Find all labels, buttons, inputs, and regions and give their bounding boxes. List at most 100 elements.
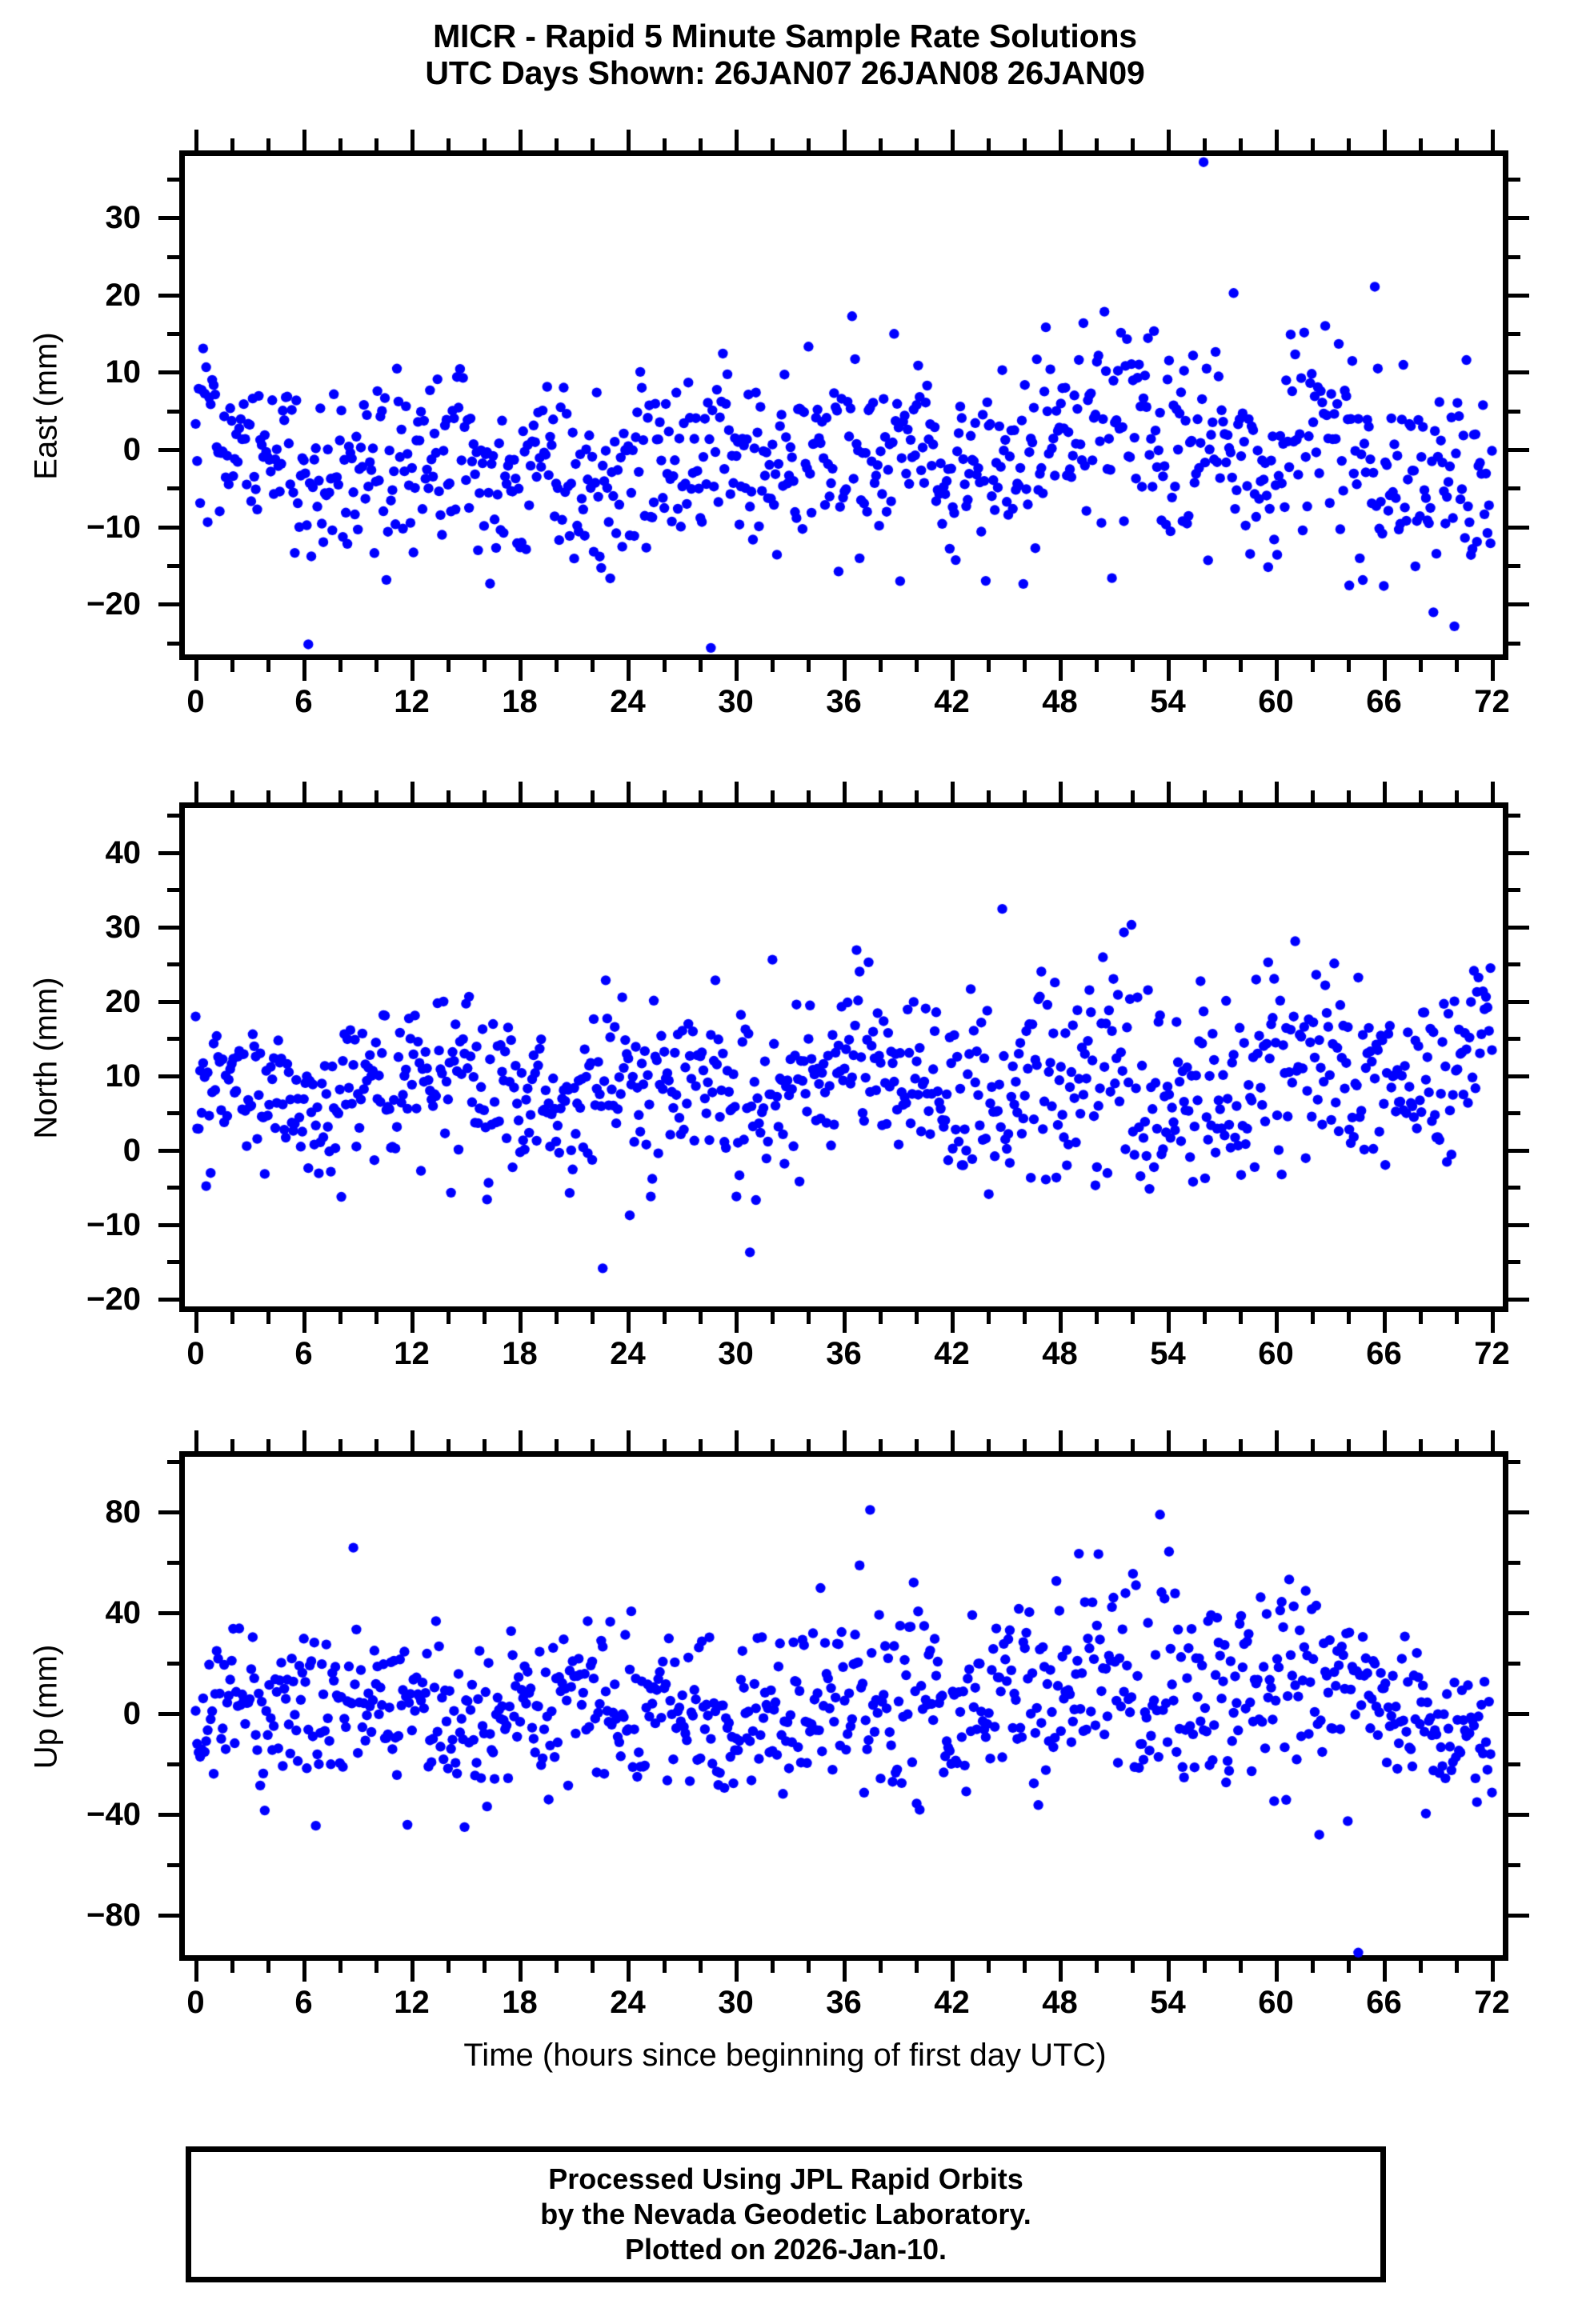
y-tick-left-north-0 — [158, 1148, 179, 1153]
x-tick-top-52 — [1130, 138, 1135, 150]
x-tick-top-22 — [590, 1439, 595, 1451]
x-tick-label-north-48: 48 — [1042, 1336, 1078, 1371]
x-tick-top-4 — [266, 1439, 270, 1451]
x-tick-bottom-46 — [1022, 1961, 1027, 1973]
y-tick-right-north-40 — [1508, 850, 1529, 855]
x-tick-top-32 — [770, 1439, 775, 1451]
x-tick-top-68 — [1418, 790, 1423, 802]
x-tick-bottom-68 — [1418, 1312, 1423, 1324]
x-tick-top-68 — [1418, 138, 1423, 150]
x-tick-top-14 — [446, 138, 451, 150]
x-tick-label-up-66: 66 — [1366, 1985, 1402, 2020]
x-tick-label-north-0: 0 — [186, 1336, 205, 1371]
y-tick-right-north--10 — [1508, 1222, 1529, 1227]
x-tick-label-north-60: 60 — [1258, 1336, 1294, 1371]
y-tick-right-north--5 — [1508, 1186, 1520, 1190]
x-tick-bottom-54 — [1166, 660, 1171, 681]
x-tick-bottom-42 — [950, 1312, 955, 1333]
x-tick-bottom-12 — [410, 660, 415, 681]
x-tick-top-66 — [1382, 782, 1387, 802]
x-tick-label-up-0: 0 — [186, 1985, 205, 2020]
x-tick-label-north-24: 24 — [610, 1336, 646, 1371]
x-tick-bottom-58 — [1238, 1961, 1243, 1973]
x-tick-top-0 — [194, 782, 198, 802]
x-tick-bottom-16 — [482, 1312, 487, 1324]
x-tick-top-54 — [1166, 130, 1171, 150]
x-tick-top-68 — [1418, 1439, 1423, 1451]
x-tick-bottom-52 — [1130, 1961, 1135, 1973]
y-tick-left-up--80 — [158, 1913, 179, 1918]
y-tick-label-north-30: 30 — [105, 909, 142, 945]
x-tick-bottom-56 — [1202, 1312, 1207, 1324]
y-tick-right-east-10 — [1508, 370, 1529, 375]
x-tick-bottom-10 — [374, 1312, 378, 1324]
y-tick-right-east--10 — [1508, 525, 1529, 530]
x-tick-label-east-48: 48 — [1042, 684, 1078, 719]
x-tick-bottom-48 — [1058, 1312, 1063, 1333]
x-tick-top-4 — [266, 138, 270, 150]
x-tick-top-36 — [842, 130, 847, 150]
x-tick-bottom-68 — [1418, 1961, 1423, 1973]
x-tick-label-up-72: 72 — [1474, 1985, 1510, 2020]
y-tick-right-east-5 — [1508, 409, 1520, 414]
panel-north-scatter — [179, 802, 1508, 1312]
x-tick-top-26 — [662, 790, 667, 802]
x-tick-top-48 — [1058, 1430, 1063, 1451]
x-tick-top-32 — [770, 138, 775, 150]
panel-north: 0 6 12 18 24 30 36 42 48 54 60 66 72 −20 −10 0 10 20 30 40 — [86, 782, 1529, 1371]
x-tick-top-52 — [1130, 790, 1135, 802]
y-tick-right-up-80 — [1508, 1510, 1529, 1515]
x-tick-bottom-0 — [194, 1961, 198, 1982]
x-tick-top-18 — [518, 1430, 523, 1451]
x-tick-bottom-28 — [698, 1312, 703, 1324]
x-tick-bottom-20 — [554, 1961, 559, 1973]
x-tick-label-east-66: 66 — [1366, 684, 1402, 719]
x-tick-bottom-66 — [1382, 660, 1387, 681]
x-tick-bottom-46 — [1022, 1312, 1027, 1324]
x-tick-top-12 — [410, 782, 415, 802]
x-tick-top-72 — [1490, 1430, 1495, 1451]
x-tick-top-72 — [1490, 130, 1495, 150]
x-tick-top-2 — [230, 138, 234, 150]
x-tick-top-44 — [986, 1439, 991, 1451]
x-tick-top-26 — [662, 1439, 667, 1451]
y-tick-left-east-25 — [167, 254, 179, 259]
x-tick-bottom-38 — [878, 660, 883, 672]
y-tick-left-east--10 — [158, 525, 179, 530]
y-tick-right-up-20 — [1508, 1662, 1520, 1666]
y-tick-left-north-25 — [167, 962, 179, 967]
y-tick-label-up--40: −40 — [86, 1796, 141, 1832]
x-tick-top-60 — [1274, 130, 1279, 150]
x-tick-top-54 — [1166, 782, 1171, 802]
x-tick-bottom-10 — [374, 1961, 378, 1973]
x-tick-bottom-0 — [194, 660, 198, 681]
x-tick-bottom-50 — [1094, 660, 1099, 672]
x-tick-top-18 — [518, 782, 523, 802]
x-tick-bottom-28 — [698, 660, 703, 672]
x-tick-top-32 — [770, 790, 775, 802]
x-tick-bottom-44 — [986, 1312, 991, 1324]
x-tick-bottom-32 — [770, 1961, 775, 1973]
y-tick-left-east--5 — [167, 486, 179, 491]
y-tick-right-up-60 — [1508, 1561, 1520, 1566]
x-tick-bottom-6 — [302, 660, 306, 681]
x-tick-bottom-22 — [590, 1312, 595, 1324]
y-tick-label-north-10: 10 — [105, 1058, 142, 1094]
x-tick-top-4 — [266, 790, 270, 802]
x-tick-label-east-42: 42 — [934, 684, 970, 719]
y-tick-left-north--15 — [167, 1260, 179, 1265]
x-tick-top-24 — [626, 130, 631, 150]
x-tick-bottom-18 — [518, 660, 523, 681]
y-tick-left-north-30 — [158, 925, 179, 930]
x-tick-top-56 — [1202, 138, 1207, 150]
x-tick-bottom-54 — [1166, 1961, 1171, 1982]
x-tick-bottom-58 — [1238, 1312, 1243, 1324]
x-tick-bottom-66 — [1382, 1312, 1387, 1333]
x-tick-top-56 — [1202, 1439, 1207, 1451]
x-tick-label-up-24: 24 — [610, 1985, 646, 2020]
x-tick-bottom-2 — [230, 660, 234, 672]
x-tick-bottom-40 — [914, 1312, 919, 1324]
x-tick-bottom-24 — [626, 1961, 631, 1982]
x-tick-bottom-62 — [1310, 1312, 1315, 1324]
panel-east-scatter — [179, 150, 1508, 660]
